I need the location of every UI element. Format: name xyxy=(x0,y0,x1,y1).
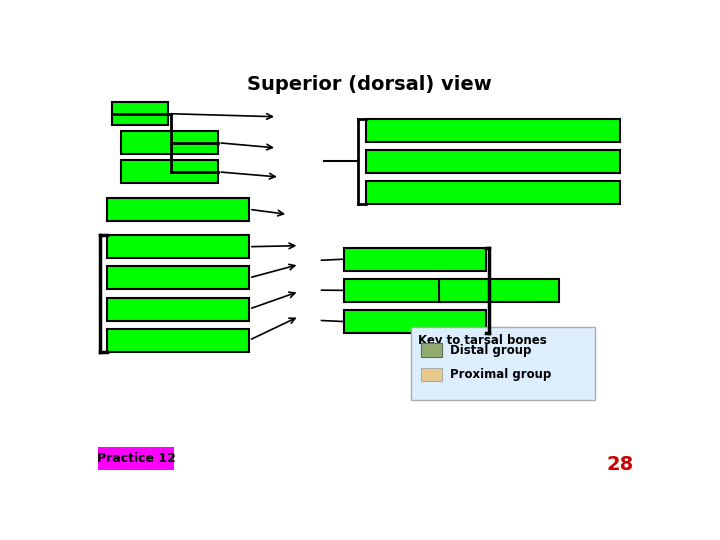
Bar xyxy=(344,248,486,271)
Text: Practice 12: Practice 12 xyxy=(96,453,176,465)
Bar xyxy=(112,102,168,125)
Text: Proximal group: Proximal group xyxy=(451,368,552,381)
Bar xyxy=(366,119,620,141)
Bar xyxy=(107,266,249,289)
Bar xyxy=(366,181,620,204)
Bar xyxy=(411,327,595,400)
Bar xyxy=(366,150,620,173)
Bar xyxy=(121,160,218,183)
Text: Key to tarsal bones: Key to tarsal bones xyxy=(418,334,546,347)
Text: Distal group: Distal group xyxy=(451,343,532,356)
Bar xyxy=(107,198,249,221)
Text: 28: 28 xyxy=(607,455,634,474)
Bar xyxy=(344,310,486,333)
Text: Superior (dorsal) view: Superior (dorsal) view xyxy=(247,75,491,94)
Bar xyxy=(99,447,174,470)
Bar xyxy=(438,279,559,302)
Bar xyxy=(107,329,249,352)
Bar xyxy=(107,235,249,258)
Bar xyxy=(421,368,442,381)
Bar xyxy=(421,343,442,357)
Bar xyxy=(121,131,218,154)
Bar xyxy=(344,279,486,302)
Bar xyxy=(107,298,249,321)
